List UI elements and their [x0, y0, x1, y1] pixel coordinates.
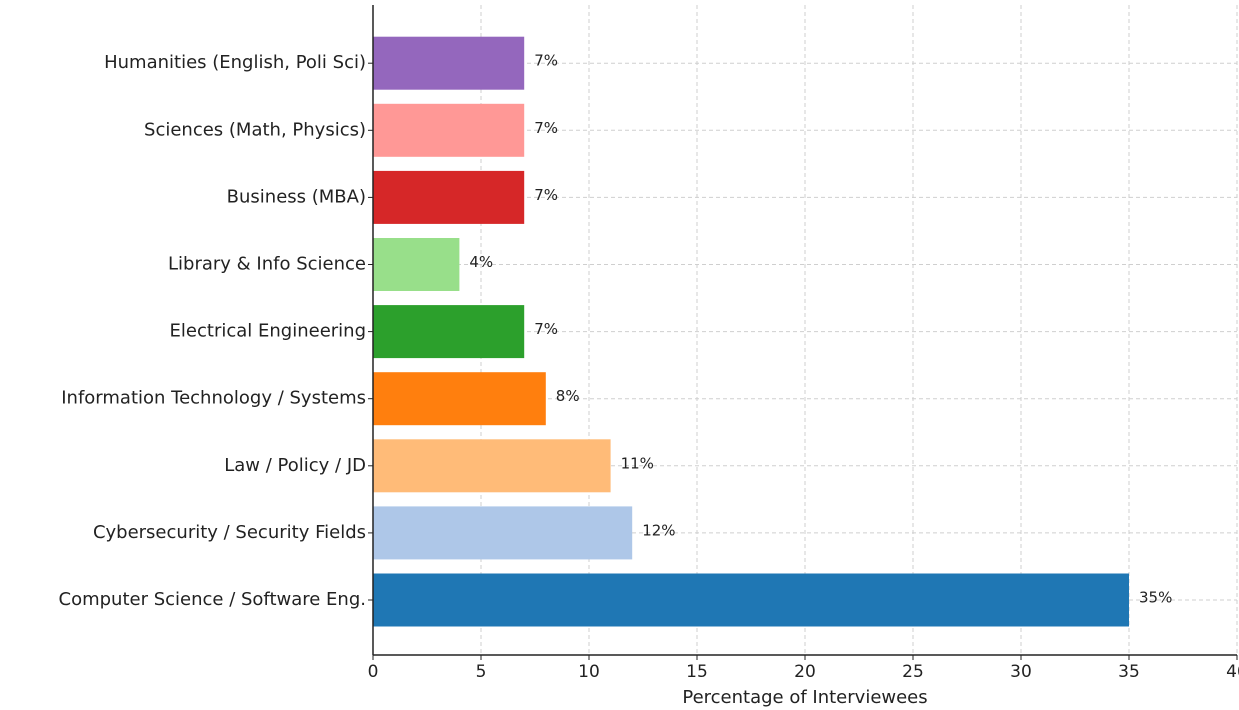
- bar: [373, 305, 525, 359]
- y-tick-label: Humanities (English, Poli Sci): [104, 52, 366, 73]
- bar: [373, 573, 1129, 627]
- value-label: 8%: [556, 387, 580, 405]
- x-tick-label: 15: [686, 662, 708, 682]
- y-tick-label: Law / Policy / JD: [224, 455, 366, 476]
- x-axis-label: Percentage of Interviewees: [682, 687, 927, 708]
- value-label: 7%: [534, 186, 558, 204]
- value-label: 12%: [642, 521, 675, 539]
- bar: [373, 103, 525, 157]
- value-label: 7%: [534, 119, 558, 137]
- y-tick-label: Cybersecurity / Security Fields: [93, 522, 366, 543]
- x-tick-label: 40: [1226, 662, 1239, 682]
- x-tick-label: 0: [368, 662, 379, 682]
- x-tick-label: 35: [1118, 662, 1140, 682]
- y-tick-label: Electrical Engineering: [170, 321, 366, 342]
- value-label: 4%: [469, 253, 493, 271]
- bar: [373, 170, 525, 224]
- bar: [373, 372, 546, 426]
- value-label: 7%: [534, 52, 558, 70]
- bar: [373, 506, 633, 560]
- bar: [373, 439, 611, 493]
- x-tick-label: 5: [476, 662, 487, 682]
- value-label: 7%: [534, 320, 558, 338]
- y-tick-label: Business (MBA): [227, 186, 366, 207]
- y-tick-label: Information Technology / Systems: [61, 388, 366, 409]
- x-tick-label: 30: [1010, 662, 1032, 682]
- y-tick-label: Computer Science / Software Eng.: [59, 589, 367, 610]
- bar: [373, 36, 525, 90]
- y-tick-label: Sciences (Math, Physics): [144, 119, 366, 140]
- y-tick-label: Library & Info Science: [168, 254, 366, 275]
- x-tick-label: 20: [794, 662, 816, 682]
- value-label: 35%: [1139, 589, 1172, 607]
- value-label: 11%: [621, 454, 654, 472]
- x-tick-label: 10: [578, 662, 600, 682]
- x-tick-label: 25: [902, 662, 924, 682]
- bar: [373, 238, 460, 291]
